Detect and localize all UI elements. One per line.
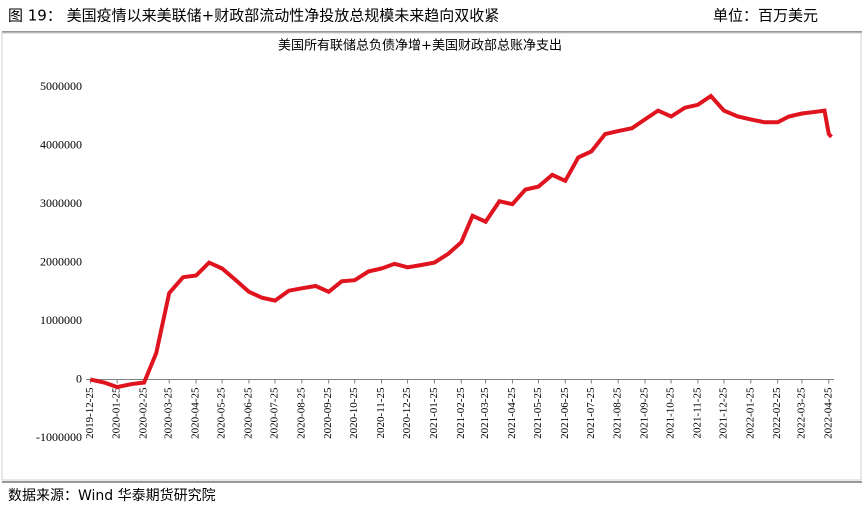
x-tick-label: 2022-03-25 [795, 387, 807, 439]
x-tick-label: 2022-02-25 [771, 387, 783, 439]
x-tick-label: 2021-09-25 [639, 387, 651, 439]
x-tick-label: 2020-04-25 [190, 387, 202, 439]
source-note: 数据来源：Wind 华泰期货研究院 [8, 487, 216, 504]
x-tick-label: 2021-05-25 [532, 387, 544, 439]
x-tick-label: 2020-08-25 [295, 387, 307, 439]
x-tick-label: 2020-03-25 [163, 387, 175, 439]
y-tick-label: 3000000 [40, 196, 82, 210]
x-tick-label: 2022-04-25 [822, 387, 834, 439]
chart-border [1, 32, 862, 481]
x-tick-label: 2021-06-25 [559, 387, 571, 439]
y-tick-label: -1000000 [36, 430, 82, 444]
x-tick-label: 2021-01-25 [428, 387, 440, 439]
x-tick-label: 2019-12-25 [84, 387, 96, 439]
y-tick-label: 1000000 [40, 313, 82, 327]
unit-label: 单位：百万美元 [713, 7, 818, 25]
x-tick-label: 2021-11-25 [691, 387, 703, 438]
x-tick-label: 2020-10-25 [348, 387, 360, 439]
x-tick-label: 2022-01-25 [744, 387, 756, 439]
figure-title: 图 19： 美国疫情以来美联储+财政部流动性净投放总规模未来趋向双收紧 [8, 7, 499, 25]
x-tick-label: 2021-10-25 [665, 387, 677, 439]
x-tick-label: 2021-04-25 [506, 387, 518, 439]
x-tick-label: 2020-09-25 [322, 387, 334, 439]
x-tick-label: 2021-08-25 [612, 387, 624, 439]
x-tick-label: 2020-07-25 [268, 387, 280, 439]
chart-title: 美国所有联储总负债净增+美国财政部总账净支出 [278, 39, 562, 54]
x-tick-label: 2021-12-25 [717, 387, 729, 439]
y-tick-label: 2000000 [40, 254, 82, 268]
y-tick-label: 4000000 [40, 137, 82, 151]
x-tick-label: 2020-05-25 [216, 387, 228, 439]
x-tick-label: 2021-02-25 [455, 387, 467, 439]
x-tick-label: 2021-07-25 [585, 387, 597, 439]
x-tick-label: 2020-01-25 [111, 387, 123, 439]
x-tick-label: 2020-06-25 [242, 387, 254, 439]
y-tick-label: 0 [76, 371, 82, 385]
y-tick-label: 5000000 [40, 79, 82, 93]
x-tick-label: 2021-03-25 [479, 387, 491, 439]
x-tick-label: 2020-02-25 [138, 387, 150, 439]
data-line [89, 93, 833, 390]
x-tick-label: 2020-11-25 [375, 387, 387, 438]
x-tick-label: 2020-12-25 [401, 387, 413, 439]
